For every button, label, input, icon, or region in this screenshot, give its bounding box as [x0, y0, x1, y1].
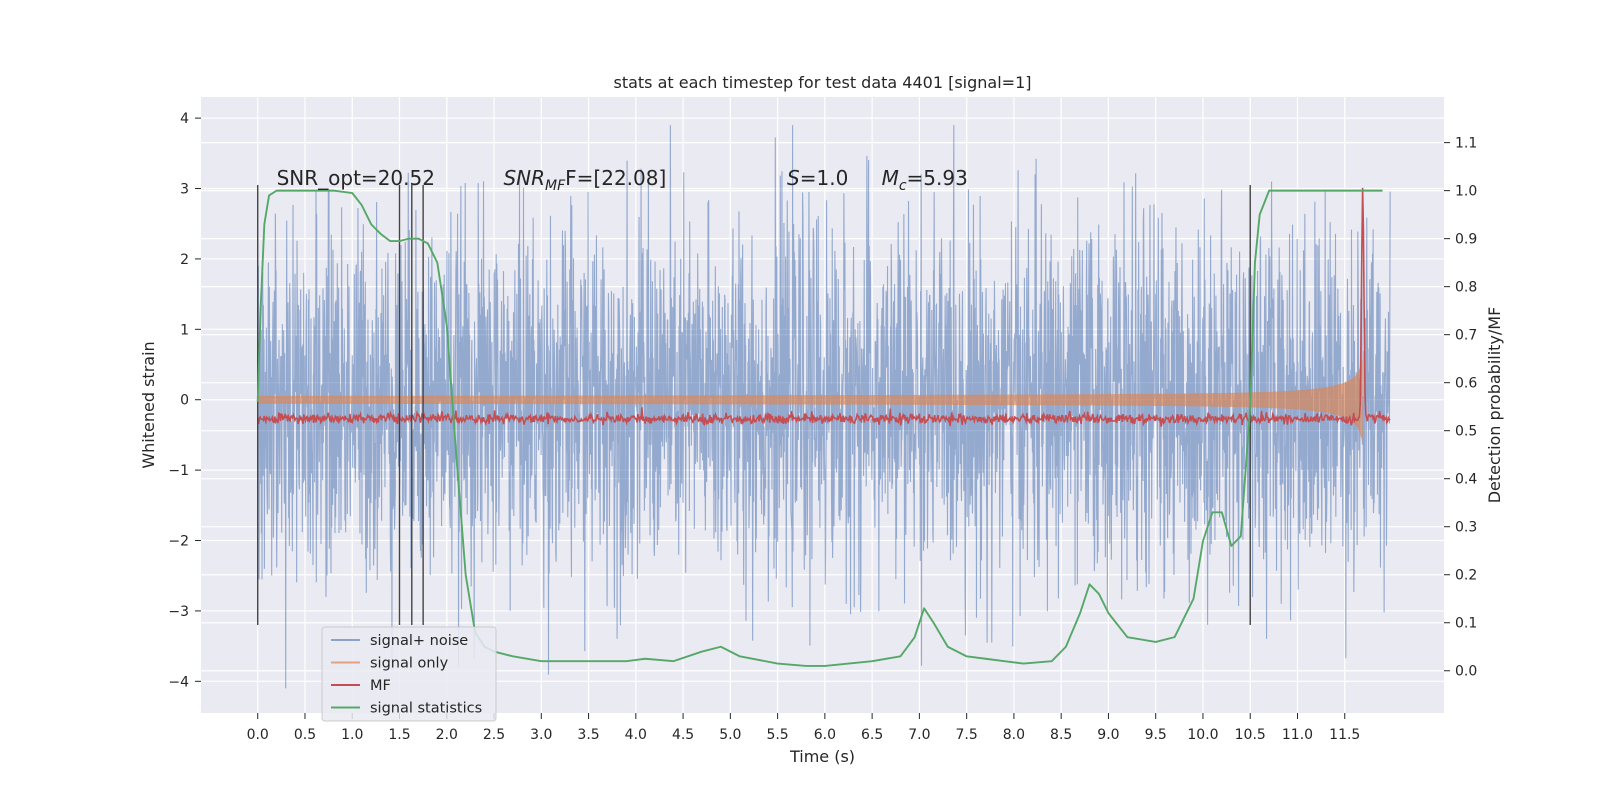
axes: 0.0 0.5 1.0 1.5 2.0 2.5 3.0 3.5 4.0 4.5 5.0 5.5 6.0 6…	[168, 111, 1477, 743]
x-tick-label: 1.5	[388, 727, 410, 743]
y2-tick-label: 0.1	[1455, 616, 1477, 632]
series-signal-only	[257, 359, 1363, 443]
plot-area	[256, 125, 1391, 689]
annotation-snr-mf: SNRMFF=[22.08]	[503, 166, 666, 194]
annotation-s-val: S=1.0	[787, 166, 848, 190]
y-axis-label: Whitened strain	[139, 341, 158, 468]
y2-tick-label: 0.2	[1455, 568, 1477, 584]
x-tick-label: 10.5	[1235, 727, 1266, 743]
x-tick-label: 9.5	[1145, 727, 1167, 743]
x-tick-label: 6.5	[861, 727, 883, 743]
x-tick-label: 2.0	[436, 727, 458, 743]
x-tick-label: 2.5	[483, 727, 505, 743]
y2-axis-label: Detection probability/MF	[1485, 307, 1504, 504]
x-tick-label: 4.0	[625, 727, 647, 743]
y2-tick-label: 0.6	[1455, 376, 1477, 392]
y-tick-label: 0	[180, 393, 189, 409]
chart-title: stats at each timestep for test data 440…	[613, 73, 1031, 92]
x-axis-label: Time (s)	[789, 747, 855, 766]
x-tick-label: 5.5	[766, 727, 788, 743]
legend-label: signal only	[370, 656, 449, 672]
y2-tick-label: 0.0	[1455, 664, 1477, 680]
y-tick-label: 1	[180, 322, 189, 338]
y-tick-label: −3	[168, 604, 189, 620]
legend-label: signal statistics	[370, 701, 482, 717]
y2-tick-label: 0.7	[1455, 328, 1477, 344]
x-tick-label: 6.0	[814, 727, 836, 743]
series-mf	[256, 187, 1391, 427]
y2-tick-label: 1.0	[1455, 184, 1477, 200]
y2-tick-label: 0.8	[1455, 280, 1477, 296]
y2-tick-label: 1.1	[1455, 136, 1477, 152]
x-tick-label: 7.5	[956, 727, 978, 743]
legend-label: MF	[370, 678, 391, 694]
y-tick-label: 3	[180, 182, 189, 198]
legend-box	[321, 626, 497, 722]
y2-tick-label: 0.5	[1455, 424, 1477, 440]
series-signal-statistics	[256, 189, 1383, 667]
x-tick-label: 0.0	[247, 727, 269, 743]
x-tick-label: 4.5	[672, 727, 694, 743]
x-tick-label: 7.0	[908, 727, 930, 743]
x-tick-label: 3.0	[530, 727, 552, 743]
y-tick-label: 4	[180, 111, 189, 127]
annotation-snr-opt: SNR_opt=20.52	[277, 166, 435, 190]
y2-tick-label: 0.3	[1455, 520, 1477, 536]
x-tick-label: 11.0	[1282, 727, 1313, 743]
y2-tick-label: 0.9	[1455, 232, 1477, 248]
y-tick-label: −2	[168, 534, 189, 550]
x-tick-label: 11.5	[1329, 727, 1360, 743]
x-tick-label: 10.0	[1187, 727, 1218, 743]
series-signal-noise	[257, 125, 1391, 689]
x-tick-label: 3.5	[577, 727, 599, 743]
x-tick-label: 8.0	[1003, 727, 1025, 743]
x-tick-label: 8.5	[1050, 727, 1072, 743]
legend-label: signal+ noise	[370, 633, 468, 649]
annotations: SNR_opt=20.52 SNRMFF=[22.08] S=1.0 Mc=5.93	[277, 166, 968, 194]
annotation-mc-val: Mc=5.93	[882, 166, 968, 194]
legend: signal+ noise signal only MF signal statist…	[321, 626, 497, 722]
y-tick-label: −1	[168, 463, 189, 479]
x-tick-label: 9.0	[1097, 727, 1119, 743]
x-tick-label: 1.0	[341, 727, 363, 743]
y-tick-label: 2	[180, 252, 189, 268]
y-tick-label: −4	[168, 674, 189, 690]
x-tick-label: 0.5	[294, 727, 316, 743]
x-tick-label: 5.0	[719, 727, 741, 743]
y2-tick-label: 0.4	[1455, 472, 1477, 488]
